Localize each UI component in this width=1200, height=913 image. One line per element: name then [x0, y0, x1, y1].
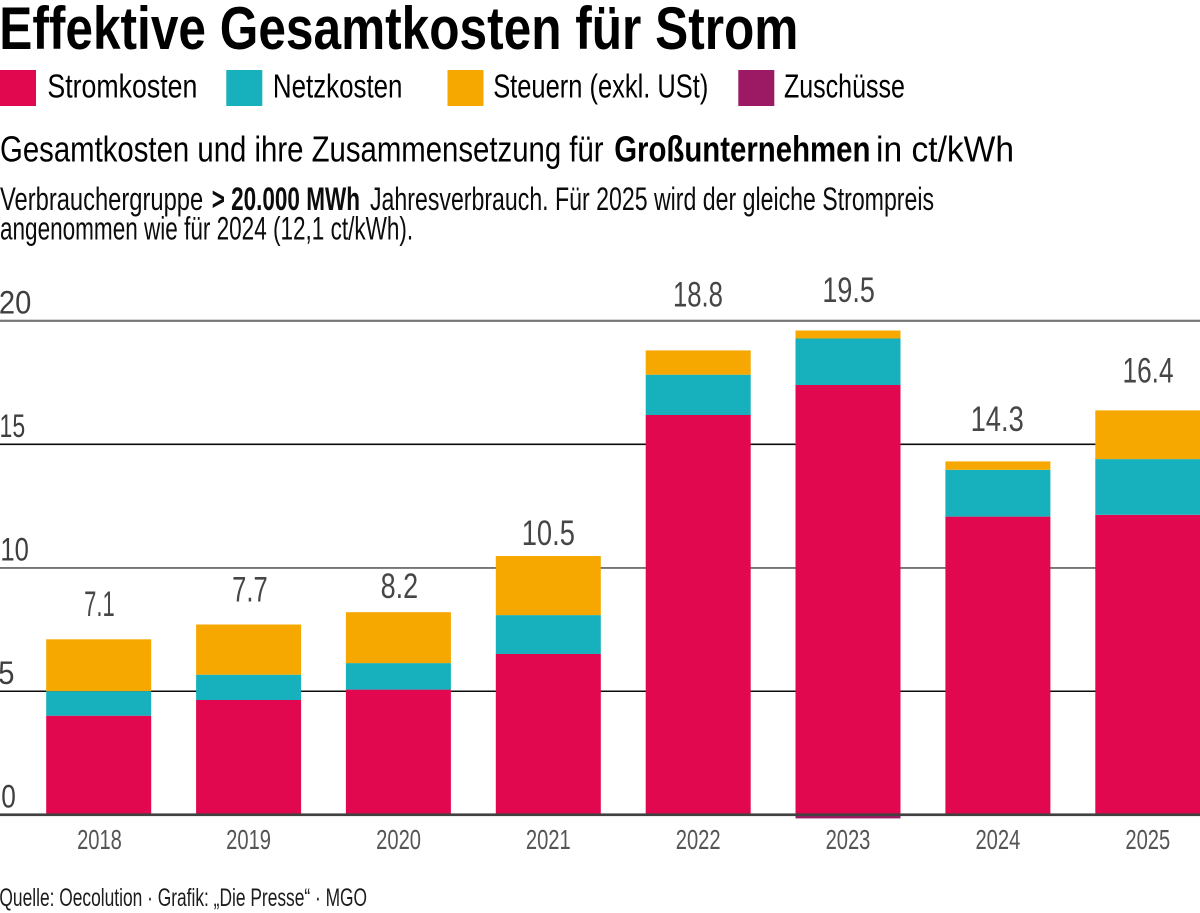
svg-text:Stromkosten: Stromkosten [47, 69, 197, 105]
svg-text:16.4: 16.4 [1123, 351, 1174, 391]
svg-text:7.1: 7.1 [84, 585, 115, 625]
svg-text:2023: 2023 [826, 825, 871, 856]
svg-text:Verbrauchergruppe: Verbrauchergruppe [0, 180, 203, 216]
svg-text:Zuschüsse: Zuschüsse [784, 68, 905, 105]
svg-text:Effektive Gesamtkosten für Str: Effektive Gesamtkosten für Strom [0, 0, 798, 62]
svg-text:5: 5 [0, 656, 14, 692]
svg-text:Steuern (exkl. USt): Steuern (exkl. USt) [493, 68, 708, 105]
svg-text:2019: 2019 [226, 825, 271, 856]
svg-text:Netzkosten: Netzkosten [273, 69, 403, 106]
svg-text:18.8: 18.8 [673, 275, 723, 315]
svg-text:in ct/kWh: in ct/kWh [876, 129, 1014, 170]
svg-text:Jahresverbrauch. Für 2025 wird: Jahresverbrauch. Für 2025 wird der gleic… [370, 181, 934, 217]
svg-text:2022: 2022 [676, 825, 721, 856]
svg-text:2024: 2024 [975, 825, 1020, 856]
svg-text:2021: 2021 [526, 825, 571, 856]
svg-text:Gesamtkosten und ihre Zusammen: Gesamtkosten und ihre Zusammensetzung fü… [0, 130, 604, 171]
svg-text:2018: 2018 [77, 825, 122, 856]
svg-text:19.5: 19.5 [822, 270, 874, 311]
svg-text:15: 15 [0, 408, 25, 444]
svg-text:0: 0 [1, 780, 16, 815]
svg-text:14.3: 14.3 [971, 398, 1024, 438]
svg-text:20: 20 [0, 285, 31, 321]
svg-text:8.2: 8.2 [381, 565, 418, 606]
svg-text:2020: 2020 [376, 825, 421, 856]
svg-text:angenommen wie für 2024 (12,1: angenommen wie für 2024 (12,1 ct/kWh). [0, 210, 413, 246]
svg-text:2025: 2025 [1125, 825, 1170, 856]
svg-text:10.5: 10.5 [522, 512, 575, 552]
svg-text:7.7: 7.7 [232, 569, 268, 609]
svg-text:> 20.000 MWh: > 20.000 MWh [212, 181, 360, 217]
svg-text:Großunternehmen: Großunternehmen [614, 130, 870, 171]
svg-text:10: 10 [0, 533, 28, 568]
svg-text:Quelle: Oecolution · Grafik: „: Quelle: Oecolution · Grafik: „Die Presse… [0, 883, 367, 912]
